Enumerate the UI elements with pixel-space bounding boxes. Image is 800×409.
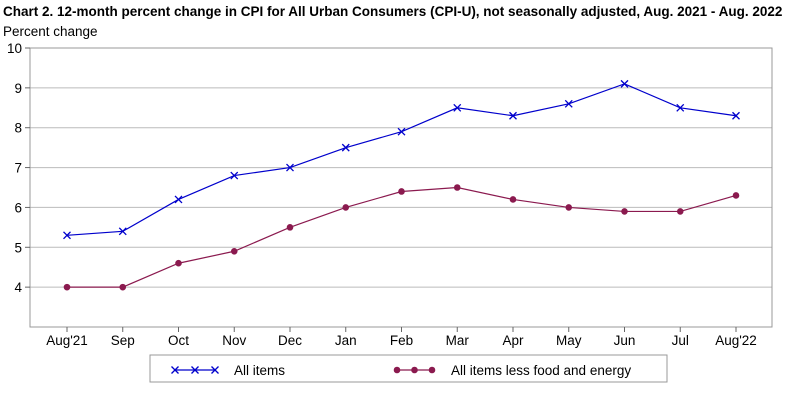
y-tick-label: 10 [7,41,22,56]
data-point [453,184,461,191]
y-tick-label: 9 [14,81,22,96]
x-tick-label: Mar [446,333,470,348]
data-point [341,143,350,152]
series-line [66,83,737,236]
x-tick-label: Aug'22 [715,333,757,348]
x-tick-label: May [556,333,582,348]
x-marker [211,366,219,374]
x-tick-label: Nov [222,333,246,348]
data-point [676,208,684,215]
legend: All items All items less food and energy [149,354,668,383]
x-tick-label: Oct [168,333,189,348]
legend-box [149,354,668,383]
data-point [732,192,740,199]
circle-marker [411,366,418,374]
series-1 [63,79,740,240]
x-marker [191,366,199,374]
legend-label: All items [234,363,285,378]
circle-marker [393,366,401,374]
y-axis-label: Percent change [3,24,98,39]
data-point [732,111,740,120]
data-point [63,283,71,291]
x-tick-label: Aug'21 [46,333,88,348]
data-point [286,163,294,172]
series-line [67,186,737,288]
legend-item-1: All items [171,363,285,378]
data-point [397,127,406,136]
plot-area [29,47,773,328]
series-layer [63,79,740,291]
data-point [509,196,517,203]
x-tick-label: Sep [111,333,135,348]
data-point [174,195,183,204]
data-point [620,79,629,88]
y-tick-label: 5 [14,240,22,255]
data-point [230,171,239,180]
circle-marker [428,366,436,374]
x-tick-label: Jul [672,333,689,348]
gridlines [30,47,772,288]
x-tick-label: Jun [614,333,636,348]
data-point [565,204,573,211]
data-point [342,204,350,211]
x-tick-label: Feb [390,333,413,348]
y-tick-label: 4 [14,280,22,295]
data-point [119,283,127,291]
x-tick-label: Dec [278,333,302,348]
data-point [175,259,182,267]
data-point [118,227,127,236]
y-tick-label: 6 [14,200,22,215]
data-point [398,188,405,195]
y-axis-ticks: 4 5 6 7 8 9 10 [7,41,30,295]
x-marker [171,366,179,374]
data-point [63,231,71,240]
data-point [230,247,238,255]
data-point [564,99,573,108]
series-2 [63,184,740,291]
x-axis-ticks: Aug'21 Sep Oct Nov Dec Jan Feb Mar Apr May Jun Jul A… [46,327,757,348]
chart-title: Chart 2. 12-month percent change in CPI … [3,4,783,19]
data-point [453,103,462,112]
legend-label: All items less food and energy [451,363,631,378]
x-tick-label: Jan [335,333,357,348]
data-point [676,103,685,112]
x-tick-label: Apr [502,333,524,348]
data-point [286,224,294,231]
y-tick-label: 8 [14,121,22,136]
legend-item-2: All items less food and energy [393,363,631,378]
data-point [509,111,517,120]
data-point [621,208,628,215]
y-tick-label: 7 [14,161,22,176]
